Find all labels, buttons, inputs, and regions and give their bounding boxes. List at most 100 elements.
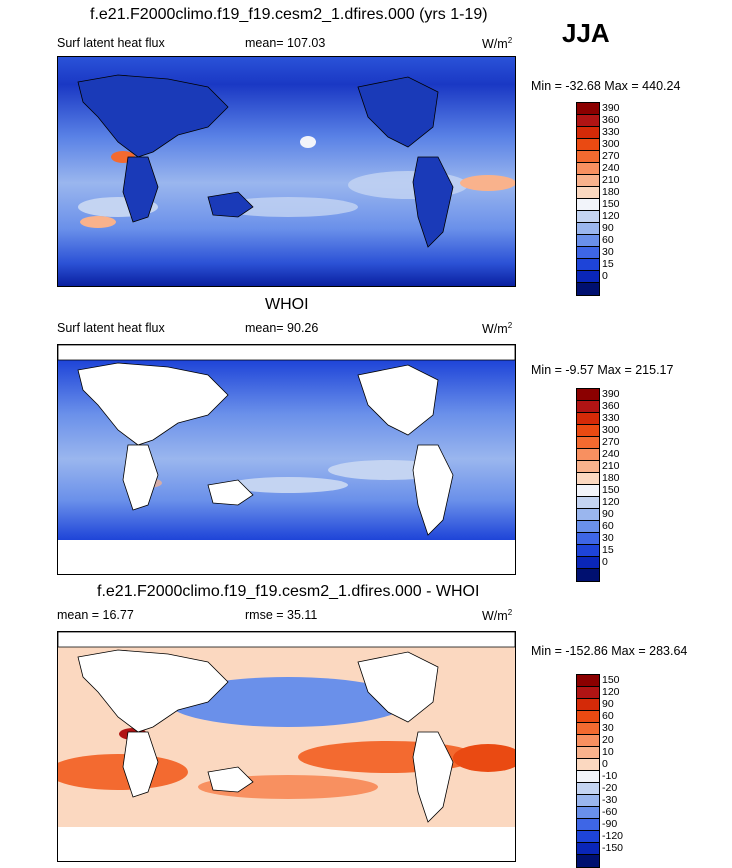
colorbar-swatch [577,401,599,413]
colorbar-tick-label: 90 [602,508,614,520]
panel2-map [57,344,516,575]
colorbar-tick-label: 120 [602,210,620,222]
colorbar-tick-label: 240 [602,448,620,460]
colorbar-tick-label: 210 [602,460,620,472]
colorbar-tick-label: 120 [602,496,620,508]
panel1-colorbar [576,102,600,296]
colorbar-swatch [577,389,599,401]
colorbar-swatch [577,545,599,557]
colorbar-swatch [577,473,599,485]
colorbar-swatch [577,413,599,425]
colorbar-tick-label: 0 [602,758,608,770]
colorbar-tick-label: 150 [602,674,620,686]
colorbar-tick-label: -30 [602,794,618,806]
panel3-rmse-label: rmse = 35.11 [245,608,318,622]
colorbar-tick-label: 270 [602,436,620,448]
colorbar-swatch [577,795,599,807]
colorbar-tick-label: 270 [602,150,620,162]
panel1-map [57,56,516,287]
colorbar-swatch [577,569,599,581]
colorbar-swatch [577,247,599,259]
colorbar-tick-label: 180 [602,186,620,198]
colorbar-swatch [577,211,599,223]
colorbar-tick-label: 150 [602,198,620,210]
colorbar-tick-label: 90 [602,222,614,234]
colorbar-swatch [577,437,599,449]
colorbar-tick-label: 210 [602,174,620,186]
colorbar-tick-label: 60 [602,234,614,246]
colorbar-swatch [577,831,599,843]
colorbar-swatch [577,449,599,461]
panel2-variable-label: Surf latent heat flux [57,321,165,335]
colorbar-tick-label: 60 [602,520,614,532]
panel3-mean-label: mean = 16.77 [57,608,134,622]
colorbar-swatch [577,687,599,699]
colorbar-tick-label: 120 [602,686,620,698]
colorbar-tick-label: 60 [602,710,614,722]
colorbar-tick-label: 30 [602,722,614,734]
colorbar-swatch [577,855,599,867]
colorbar-swatch [577,115,599,127]
colorbar-swatch [577,521,599,533]
panel3-minmax: Min = -152.86 Max = 283.64 [531,644,688,658]
colorbar-tick-label: -90 [602,818,618,830]
panel3-colorbar [576,674,600,868]
colorbar-tick-label: 10 [602,746,614,758]
panel3-map-svg [58,632,515,861]
colorbar-swatch [577,675,599,687]
colorbar-swatch [577,103,599,115]
colorbar-swatch [577,699,599,711]
panel2-title: WHOI [265,296,309,313]
colorbar-swatch [577,283,599,295]
colorbar-swatch [577,819,599,831]
colorbar-swatch [577,223,599,235]
panel1-variable-label: Surf latent heat flux [57,36,165,50]
colorbar-swatch [577,259,599,271]
colorbar-swatch [577,783,599,795]
panel2-colorbar [576,388,600,582]
colorbar-swatch [577,271,599,283]
colorbar-tick-label: 300 [602,424,620,436]
colorbar-tick-label: 0 [602,556,608,568]
colorbar-swatch [577,723,599,735]
colorbar-swatch [577,139,599,151]
panel2-mean-label: mean= 90.26 [245,321,319,335]
panel2-minmax: Min = -9.57 Max = 215.17 [531,363,674,377]
colorbar-swatch [577,557,599,569]
panel1-map-svg [58,57,515,286]
colorbar-tick-label: 20 [602,734,614,746]
colorbar-swatch [577,175,599,187]
colorbar-swatch [577,127,599,139]
colorbar-tick-label: -120 [602,830,624,842]
colorbar-swatch [577,747,599,759]
colorbar-swatch [577,711,599,723]
colorbar-tick-label: -10 [602,770,618,782]
colorbar-swatch [577,425,599,437]
colorbar-tick-label: 360 [602,114,620,126]
colorbar-tick-label: 90 [602,698,614,710]
colorbar-swatch [577,807,599,819]
colorbar-swatch [577,759,599,771]
colorbar-tick-label: 390 [602,388,620,400]
colorbar-tick-label: -60 [602,806,618,818]
panel1-mean-label: mean= 107.03 [245,36,326,50]
colorbar-tick-label: 180 [602,472,620,484]
colorbar-tick-label: 300 [602,138,620,150]
colorbar-tick-label: 330 [602,412,620,424]
colorbar-swatch [577,533,599,545]
colorbar-tick-label: 360 [602,400,620,412]
colorbar-swatch [577,485,599,497]
colorbar-tick-label: 15 [602,544,614,556]
colorbar-tick-label: -20 [602,782,618,794]
colorbar-swatch [577,187,599,199]
panel1-minmax: Min = -32.68 Max = 440.24 [531,79,681,93]
panel3-units: W/m2 [482,608,513,624]
colorbar-tick-label: 15 [602,258,614,270]
colorbar-tick-label: 30 [602,532,614,544]
colorbar-tick-label: 150 [602,484,620,496]
panel2-map-svg [58,345,515,574]
colorbar-swatch [577,235,599,247]
colorbar-swatch [577,509,599,521]
colorbar-tick-label: 0 [602,270,608,282]
colorbar-tick-label: 240 [602,162,620,174]
